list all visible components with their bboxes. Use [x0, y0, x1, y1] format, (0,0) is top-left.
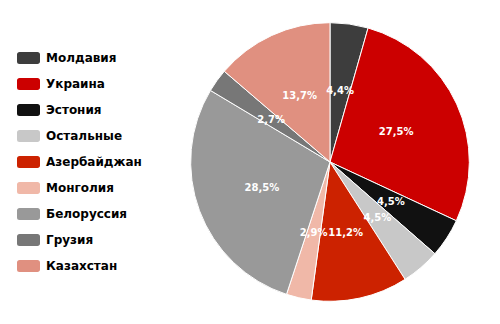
svg-text:Украина: Украина	[46, 77, 105, 91]
svg-text:27,5%: 27,5%	[379, 126, 414, 137]
svg-text:4,5%: 4,5%	[364, 212, 392, 223]
svg-text:11,2%: 11,2%	[328, 227, 363, 238]
svg-text:2,9%: 2,9%	[300, 227, 328, 238]
svg-text:Азербайджан: Азербайджан	[46, 155, 142, 169]
svg-text:Монголия: Монголия	[46, 181, 114, 195]
svg-text:Остальные: Остальные	[46, 129, 122, 143]
svg-text:Белоруссия: Белоруссия	[46, 207, 127, 221]
svg-text:4,5%: 4,5%	[377, 196, 405, 207]
svg-text:Эстония: Эстония	[46, 103, 102, 117]
svg-text:2,7%: 2,7%	[257, 114, 285, 125]
svg-text:13,7%: 13,7%	[282, 90, 317, 101]
svg-text:Молдавия: Молдавия	[46, 51, 116, 65]
svg-text:Грузия: Грузия	[46, 233, 93, 247]
svg-text:Казахстан: Казахстан	[46, 259, 117, 273]
svg-text:4,4%: 4,4%	[326, 85, 354, 96]
svg-text:28,5%: 28,5%	[245, 182, 280, 193]
